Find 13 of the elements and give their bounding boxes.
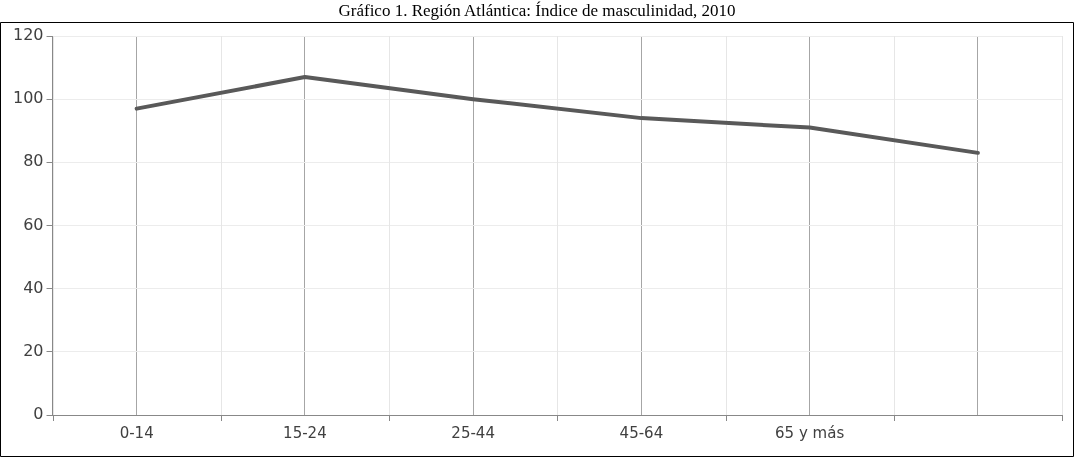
y-tick-label: 40 <box>23 277 44 297</box>
y-tick-label: 80 <box>23 151 44 171</box>
x-tick-label: 65 y más <box>775 423 845 442</box>
x-tick-label: 15-24 <box>283 423 327 442</box>
y-tick-label: 60 <box>23 214 44 234</box>
x-tick-label: 45-64 <box>619 423 664 442</box>
chart-title: Gráfico 1. Región Atlántica: Índice de masculinidad, 2010 <box>337 0 737 22</box>
y-tick-label: 100 <box>12 88 44 108</box>
y-tick-label: 20 <box>23 340 44 360</box>
x-tick-label: 0-14 <box>119 423 154 442</box>
y-tick-label: 0 <box>33 404 44 424</box>
x-tick-label: 25-44 <box>451 423 495 442</box>
y-tick-label: 120 <box>12 25 44 45</box>
